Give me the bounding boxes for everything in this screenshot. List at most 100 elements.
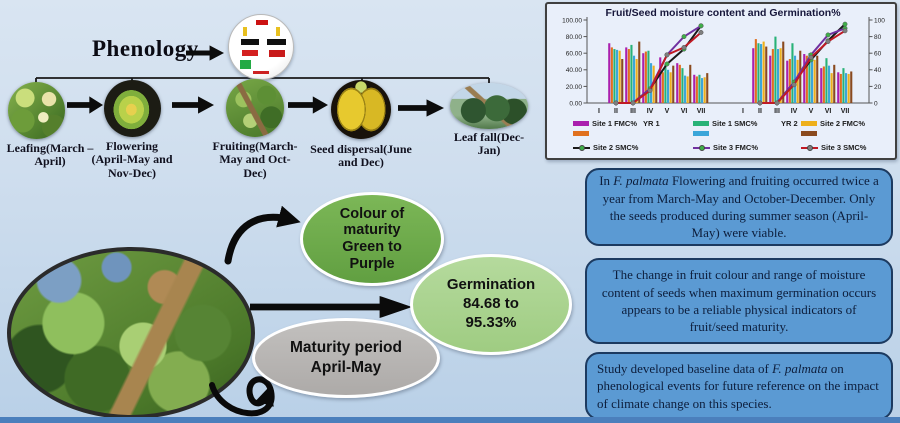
- line-marker: [698, 23, 704, 29]
- line-marker: [630, 100, 636, 106]
- bar: [613, 49, 616, 103]
- bar: [808, 53, 811, 103]
- bar: [676, 63, 679, 103]
- svg-text:100: 100: [874, 17, 885, 24]
- svg-text:V: V: [665, 108, 670, 115]
- bar: [669, 72, 672, 103]
- finding-text: The change in fruit colour and range of …: [601, 267, 877, 335]
- bar: [661, 72, 664, 103]
- finding-text: Study developed baseline data of F. palm…: [597, 361, 879, 411]
- bar: [782, 41, 785, 103]
- flow-arrow-icon: [398, 99, 444, 117]
- line-marker: [664, 52, 670, 58]
- wheel-mark: [253, 71, 269, 74]
- bar: [701, 78, 704, 103]
- page-title: Phenology: [92, 36, 199, 61]
- line-marker: [664, 61, 670, 67]
- bar: [610, 47, 613, 103]
- bar: [650, 63, 653, 103]
- bar: [695, 76, 698, 103]
- wheel-mark: [269, 50, 285, 57]
- bar: [655, 78, 658, 103]
- line-marker: [698, 30, 704, 35]
- stage-caption-flowering: Flowering (April-May and Nov-Dec): [91, 139, 173, 180]
- leafing-photo: [8, 82, 65, 139]
- year-1-group-label: YR 1: [643, 119, 660, 128]
- svg-text:VII: VII: [841, 108, 850, 115]
- bar: [621, 59, 624, 103]
- line-series: [760, 29, 846, 104]
- flowering-photo: [104, 80, 161, 137]
- bar: [820, 68, 823, 103]
- bar: [754, 39, 757, 103]
- stage-caption-leaf-fall: Leaf fall(Dec- Jan): [453, 130, 525, 158]
- bar: [816, 55, 819, 103]
- bar: [847, 73, 850, 103]
- svg-text:60: 60: [874, 51, 882, 58]
- bar: [618, 50, 621, 103]
- flow-arrow-icon: [172, 96, 214, 114]
- svg-text:VI: VI: [825, 108, 832, 115]
- svg-text:20: 20: [874, 84, 882, 91]
- bar: [642, 53, 645, 103]
- bar: [647, 50, 650, 103]
- line-marker: [842, 21, 848, 27]
- svg-text:III: III: [774, 108, 780, 115]
- wheel-mark: [241, 39, 259, 45]
- footer-bar: [0, 417, 900, 423]
- svg-text:II: II: [614, 108, 618, 115]
- flow-arrow-icon: [67, 96, 103, 114]
- legend-item: Site 2 SMC%: [573, 143, 638, 152]
- bar: [830, 73, 833, 103]
- leaf-fall-photo: [450, 83, 528, 129]
- svg-text:80.00: 80.00: [566, 34, 583, 41]
- svg-text:VII: VII: [697, 108, 706, 115]
- bar: [786, 60, 789, 103]
- bar: [837, 72, 840, 103]
- bar: [616, 49, 619, 103]
- line-marker: [681, 44, 687, 50]
- line-marker: [808, 54, 814, 60]
- bar: [805, 55, 808, 103]
- legend-item: Site 3 FMC%: [693, 143, 758, 152]
- bar: [799, 50, 802, 103]
- bar: [791, 43, 794, 103]
- bar: [608, 43, 611, 103]
- bar: [627, 49, 630, 103]
- bar: [779, 48, 782, 103]
- stage-caption-seed-dispersal: Seed dispersal(June and Dec): [310, 142, 412, 170]
- wheel-mark: [256, 20, 268, 25]
- bar: [638, 41, 641, 103]
- line-marker: [825, 32, 831, 38]
- svg-text:100.00: 100.00: [562, 17, 582, 24]
- bar: [833, 64, 836, 103]
- legend-item: [693, 131, 709, 136]
- bar: [811, 55, 814, 103]
- svg-text:VI: VI: [681, 108, 688, 115]
- svg-text:40.00: 40.00: [566, 67, 583, 74]
- svg-text:IV: IV: [647, 108, 654, 115]
- legend-item: Site 3 SMC%: [801, 143, 866, 152]
- svg-text:V: V: [809, 108, 814, 115]
- bar: [839, 73, 842, 103]
- bar: [788, 59, 791, 103]
- bar: [689, 64, 692, 103]
- finding-box-maturity-indicators: The change in fruit colour and range of …: [585, 258, 893, 344]
- bar: [845, 73, 848, 103]
- bar: [850, 71, 853, 103]
- finding-box-baseline-data: Study developed baseline data of F. palm…: [585, 352, 893, 420]
- stage-caption-leafing: Leafing(March – April): [6, 141, 94, 169]
- colour-of-maturity-ellipse: Colour of maturity Green to Purple: [300, 192, 444, 286]
- species-name: F. palmata: [772, 361, 828, 377]
- bar: [667, 69, 670, 103]
- germination-arrow-icon: [250, 295, 412, 319]
- legend-item: Site 2 FMC%: [801, 119, 865, 128]
- line-series: [616, 31, 702, 104]
- bar: [644, 51, 647, 103]
- bar: [698, 74, 701, 103]
- wheel-mark: [240, 60, 251, 69]
- svg-text:0.00: 0.00: [569, 100, 582, 107]
- line-marker: [757, 100, 763, 106]
- bar: [684, 75, 687, 103]
